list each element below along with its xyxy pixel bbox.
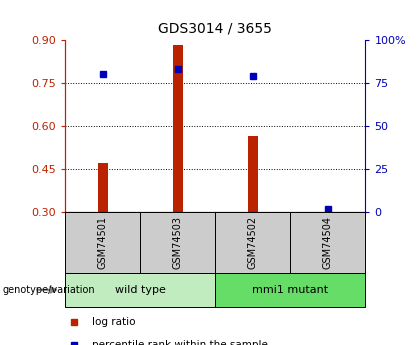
Text: GSM74504: GSM74504 [323, 216, 333, 269]
Text: percentile rank within the sample: percentile rank within the sample [92, 340, 268, 345]
Bar [290, 212, 365, 273]
Text: GSM74501: GSM74501 [97, 216, 108, 269]
Bar [98, 163, 108, 212]
Text: log ratio: log ratio [92, 317, 136, 327]
Bar [140, 212, 215, 273]
Text: mmi1 mutant: mmi1 mutant [252, 285, 328, 295]
Bar [65, 212, 140, 273]
Bar [248, 136, 257, 212]
Title: GDS3014 / 3655: GDS3014 / 3655 [158, 22, 272, 36]
Bar [173, 46, 183, 212]
Bar [65, 273, 215, 307]
Text: GSM74502: GSM74502 [248, 216, 258, 269]
Text: genotype/variation: genotype/variation [2, 285, 95, 295]
Text: wild type: wild type [115, 285, 165, 295]
Bar [215, 212, 290, 273]
Bar [215, 273, 365, 307]
Text: GSM74503: GSM74503 [173, 216, 183, 269]
